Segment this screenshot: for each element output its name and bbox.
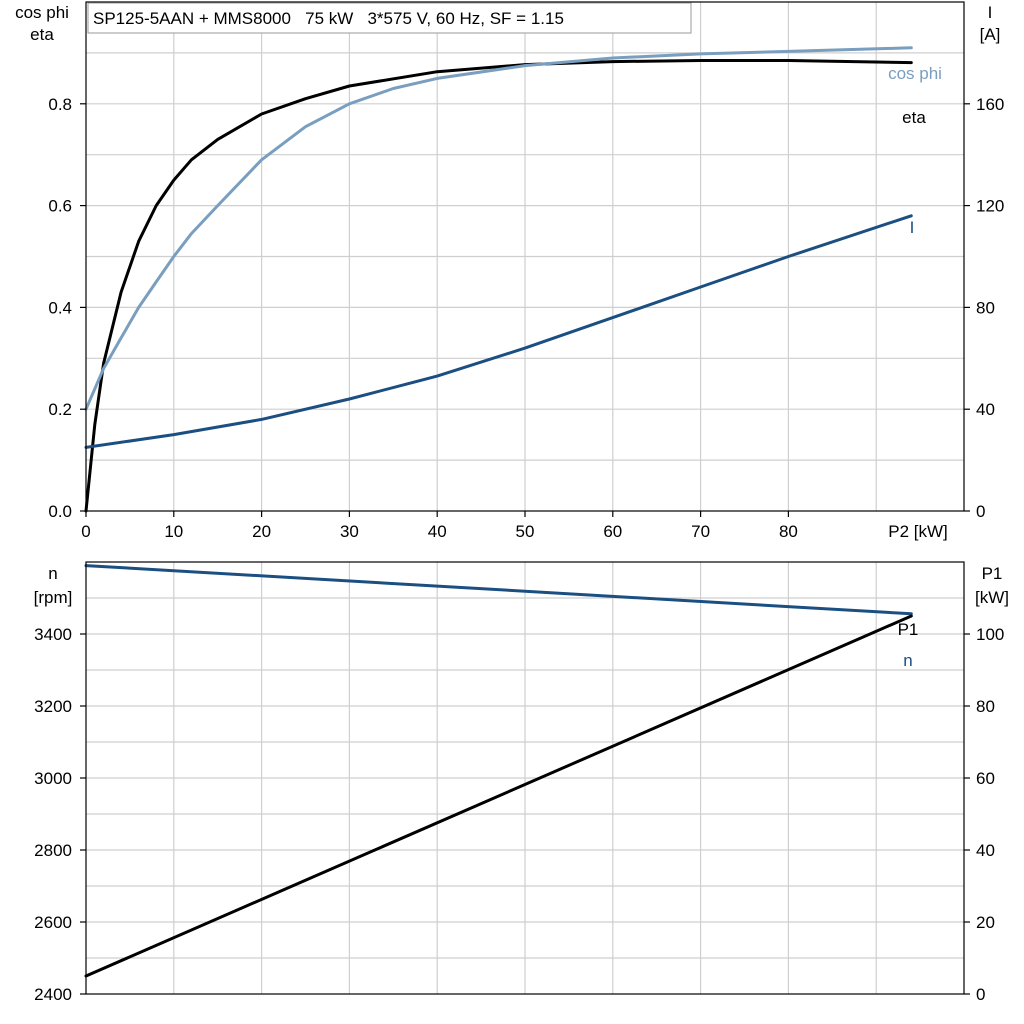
series-label-p1: P1 <box>898 620 919 639</box>
bottom-tick-labels: 2400 2600 2800 3000 3200 3400 0 20 40 60 80 100 <box>34 625 1004 1004</box>
x-axis-label: P2 [kW] <box>888 522 948 541</box>
right-tick-label: 40 <box>976 841 995 860</box>
x-tick-label: 0 <box>81 522 90 541</box>
right-tick-label: 100 <box>976 625 1004 644</box>
series-line-P1 <box>84 614 913 978</box>
x-tick-label: 80 <box>779 522 798 541</box>
series-label-speed: n <box>903 651 912 670</box>
series-line-n <box>84 564 913 616</box>
left-tick-label: 2400 <box>34 985 72 1004</box>
bottom-tick-marks <box>80 633 970 995</box>
left-tick-label: 0.0 <box>48 502 72 521</box>
left-tick-label: 0.4 <box>48 298 72 317</box>
x-tick-label: 40 <box>428 522 447 541</box>
left-tick-label: 3000 <box>34 769 72 788</box>
bottom-panel: 2400 2600 2800 3000 3200 3400 0 20 40 60 80 100 n [… <box>34 561 1009 1004</box>
top-gridlines <box>86 2 964 511</box>
series-label-cos-phi: cos phi <box>888 64 942 83</box>
left-tick-label: 0.2 <box>48 400 72 419</box>
top-left-axis-label-1: cos phi <box>15 3 69 22</box>
top-series <box>84 46 913 513</box>
x-tick-label: 60 <box>603 522 622 541</box>
bottom-right-axis-label-2: [kW] <box>975 588 1009 607</box>
bottom-left-axis-label-2: [rpm] <box>34 588 73 607</box>
chart-title-box <box>87 2 692 34</box>
series-line-cos-phi <box>84 46 913 411</box>
top-left-axis-label-2: eta <box>30 25 54 44</box>
right-tick-label: 40 <box>976 400 995 419</box>
left-tick-label: 0.8 <box>48 95 72 114</box>
bottom-right-axis-label-1: P1 <box>982 564 1003 583</box>
x-tick-label: 50 <box>516 522 535 541</box>
x-tick-label: 10 <box>164 522 183 541</box>
left-tick-label: 2600 <box>34 913 72 932</box>
left-tick-label: 3200 <box>34 697 72 716</box>
series-line-I <box>84 214 913 449</box>
series-label-current: I <box>910 218 915 237</box>
bottom-series <box>84 564 913 978</box>
top-panel: 0.0 0.2 0.4 0.6 0.8 0 40 80 120 160 0 10 20 30 40 50 60 7… <box>15 1 1004 541</box>
left-tick-label: 2800 <box>34 841 72 860</box>
x-tick-label: 70 <box>691 522 710 541</box>
series-label-eta: eta <box>902 108 926 127</box>
right-tick-label: 80 <box>976 298 995 317</box>
right-tick-label: 80 <box>976 697 995 716</box>
right-tick-label: 20 <box>976 913 995 932</box>
top-right-axis-label-2: [A] <box>980 25 1001 44</box>
top-tick-labels: 0.0 0.2 0.4 0.6 0.8 0 40 80 120 160 0 10 20 30 40 50 60 7… <box>48 95 1004 541</box>
series-line-eta <box>84 59 913 513</box>
bottom-gridlines <box>86 562 964 994</box>
left-tick-label: 3400 <box>34 625 72 644</box>
x-tick-label: 20 <box>252 522 271 541</box>
right-tick-label: 60 <box>976 769 995 788</box>
chart-title: SP125-5AAN + MMS8000 75 kW 3*575 V, 60 H… <box>93 9 564 28</box>
top-tick-marks <box>80 103 970 517</box>
right-tick-label: 0 <box>976 502 985 521</box>
left-tick-label: 0.6 <box>48 197 72 216</box>
top-right-axis-label-1: I <box>988 3 993 22</box>
right-tick-label: 160 <box>976 95 1004 114</box>
bottom-left-axis-label-1: n <box>48 564 57 583</box>
x-tick-label: 30 <box>340 522 359 541</box>
right-tick-label: 120 <box>976 197 1004 216</box>
right-tick-label: 0 <box>976 985 985 1004</box>
